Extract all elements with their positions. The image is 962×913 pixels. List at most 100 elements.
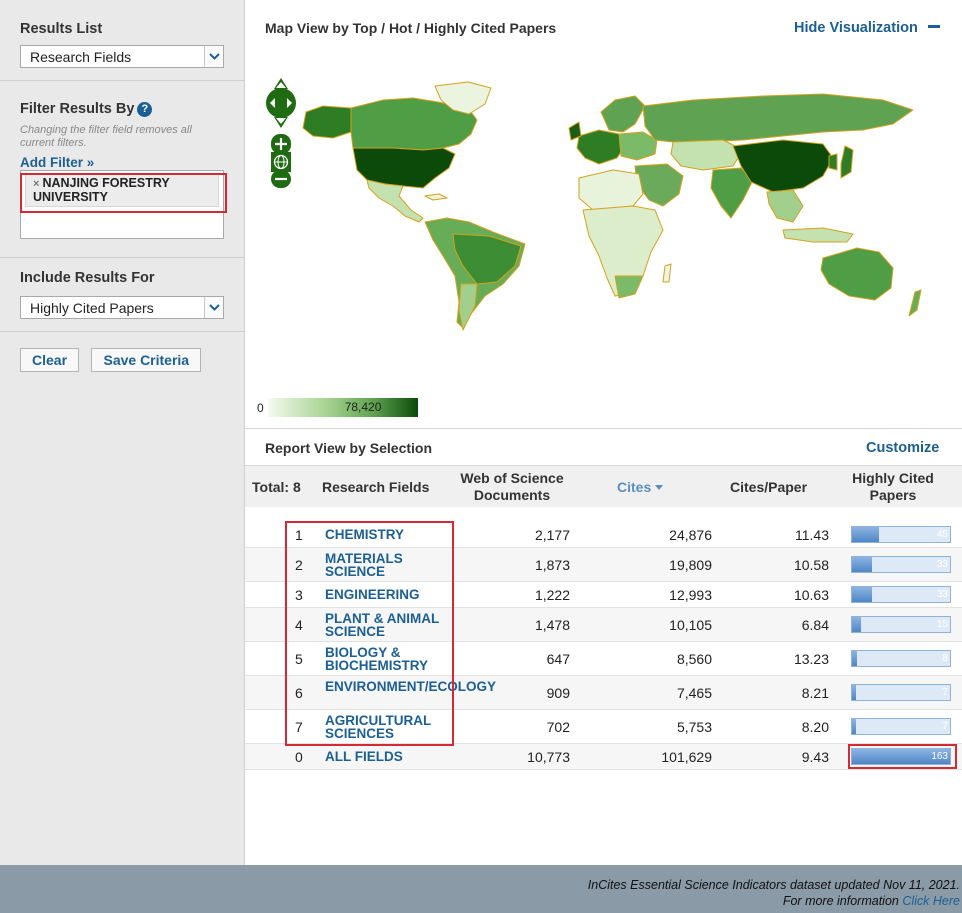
hcp-bar[interactable]: 163 [851,748,951,765]
footer: InCites Essential Science Indicators dat… [0,865,962,913]
footer-info-text: For more information [782,894,899,908]
map-region-australia [820,247,894,301]
hcp-value: 33 [936,559,948,570]
field-link[interactable]: PLANT & ANIMAL SCIENCE [325,611,439,639]
report-panel: Report View by Selection Customize Total… [245,428,962,770]
map-region-east-europe [618,131,658,161]
field-link[interactable]: BIOLOGY & BIOCHEMISTRY [325,645,429,673]
rank-cell: 1 [295,527,303,543]
cites-cell: 24,876 [669,527,712,543]
table-header: Total: 8 Research Fields Web of Science … [245,465,962,507]
rank-cell: 6 [295,685,303,701]
map-region-brazil [452,233,522,285]
cites-header-label: Cites [617,479,652,495]
field-link[interactable]: MATERIALS SCIENCE [325,551,403,579]
filter-hint: Changing the filter field removes all cu… [20,124,192,149]
cites-per-paper-header[interactable]: Cites/Paper [730,479,808,495]
cites-cell: 5,753 [676,719,712,735]
clear-button[interactable]: Clear [20,348,80,372]
map-region-argentina [458,283,478,331]
hcp-bar[interactable]: 7 [851,718,951,735]
documents-cell: 1,873 [534,557,570,573]
filter-box[interactable]: × NANJING FORESTRY UNIVERSITY [20,170,224,239]
legend-max: 78,420 [344,400,382,414]
map-region-west-europe [576,129,626,165]
cites-per-paper-cell: 8.21 [801,685,829,701]
hcp-value: 7 [942,721,948,732]
table-row: 7 AGRICULTURAL SCIENCES 702 5,753 8.20 7 [245,710,962,744]
remove-filter-icon[interactable]: × [33,178,40,190]
field-link[interactable]: ALL FIELDS [325,749,403,764]
map-region-mexico [366,179,424,223]
map-region-korea [828,153,838,171]
footer-info: For more information Click Here [783,894,960,908]
save-criteria-button[interactable]: Save Criteria [91,348,202,372]
table-row: 6 ENVIRONMENT/ECOLOGY 909 7,465 8.21 7 [245,676,962,710]
map-region-japan [840,145,854,179]
rank-cell: 4 [295,617,303,633]
click-here-link[interactable]: Click Here [902,894,960,908]
filter-chip: × NANJING FORESTRY UNIVERSITY [25,174,219,207]
map-region-greenland [434,81,492,115]
hcp-bar-fill [852,685,856,700]
hcp-bar[interactable]: 33 [851,586,951,603]
table-row: 1 CHEMISTRY 2,177 24,876 11.43 45 [245,522,962,548]
wos-documents-header[interactable]: Web of Science Documents [460,470,564,503]
zoom-out-button[interactable] [271,170,291,188]
add-filter-link[interactable]: Add Filter » [20,155,95,170]
cites-header[interactable]: Cites [617,479,664,496]
hcp-value: 15 [936,619,948,630]
cites-cell: 10,105 [669,617,712,633]
filter-title-text: Filter Results By [20,101,135,117]
legend-min: 0 [257,400,264,415]
field-link[interactable]: ENGINEERING [325,587,420,602]
pan-control[interactable] [266,78,296,128]
include-section: Include Results For Highly Cited Papers [0,258,244,332]
field-link[interactable]: AGRICULTURAL SCIENCES [325,713,431,741]
map-region-alaska [302,105,352,139]
hcp-bar-fill [852,557,872,572]
research-fields-header[interactable]: Research Fields [322,479,430,495]
filter-chip-label: NANJING FORESTRY UNIVERSITY [33,176,170,204]
rank-cell: 3 [295,587,303,603]
results-list-value: Research Fields [30,49,132,65]
hcp-bar[interactable]: 15 [851,616,951,633]
hide-visualization-link[interactable]: Hide Visualization [794,20,940,36]
hcp-bar-fill [852,527,880,542]
hcp-bar[interactable]: 8 [851,650,951,667]
hcp-bar-fill [852,587,872,602]
hcp-bar[interactable]: 7 [851,684,951,701]
hcp-value: 7 [942,687,948,698]
sidebar: Results List Research Fields Filter Resu… [0,0,245,865]
table-row: 0 ALL FIELDS 10,773 101,629 9.43 163 [245,744,962,770]
zoom-in-button[interactable] [271,134,291,154]
field-link[interactable]: ENVIRONMENT/ECOLOGY [325,679,497,694]
map-region-south-africa [614,275,644,299]
field-link[interactable]: CHEMISTRY [325,527,405,542]
results-list-select[interactable]: Research Fields [20,45,224,68]
map-region-madagascar [662,263,672,283]
help-icon[interactable]: ? [137,102,153,117]
hide-visualization-label: Hide Visualization [794,20,918,36]
footer-dataset-note: InCites Essential Science Indicators dat… [587,878,960,892]
documents-cell: 10,773 [527,749,570,765]
map-region-southeast-asia [766,189,804,223]
legend-gradient: 78,420 [267,398,418,417]
documents-cell: 647 [546,651,570,667]
customize-link[interactable]: Customize [866,440,940,456]
map-zoom-controls [263,76,303,193]
hcp-value: 33 [936,589,948,600]
include-select[interactable]: Highly Cited Papers [20,296,224,319]
globe-icon[interactable] [271,152,291,172]
hcp-bar[interactable]: 33 [851,556,951,573]
map-title: Map View by Top / Hot / Highly Cited Pap… [265,20,557,36]
world-map[interactable] [263,70,953,340]
cites-cell: 19,809 [669,557,712,573]
documents-cell: 1,222 [534,587,570,603]
sidebar-buttons: Clear Save Criteria [0,332,244,372]
include-title: Include Results For [20,270,155,286]
table-row: 4 PLANT & ANIMAL SCIENCE 1,478 10,105 6.84 15 [245,608,962,642]
hcp-bar[interactable]: 45 [851,526,951,543]
hcp-value: 45 [936,529,948,540]
highly-cited-papers-header[interactable]: Highly Cited Papers [852,470,934,503]
